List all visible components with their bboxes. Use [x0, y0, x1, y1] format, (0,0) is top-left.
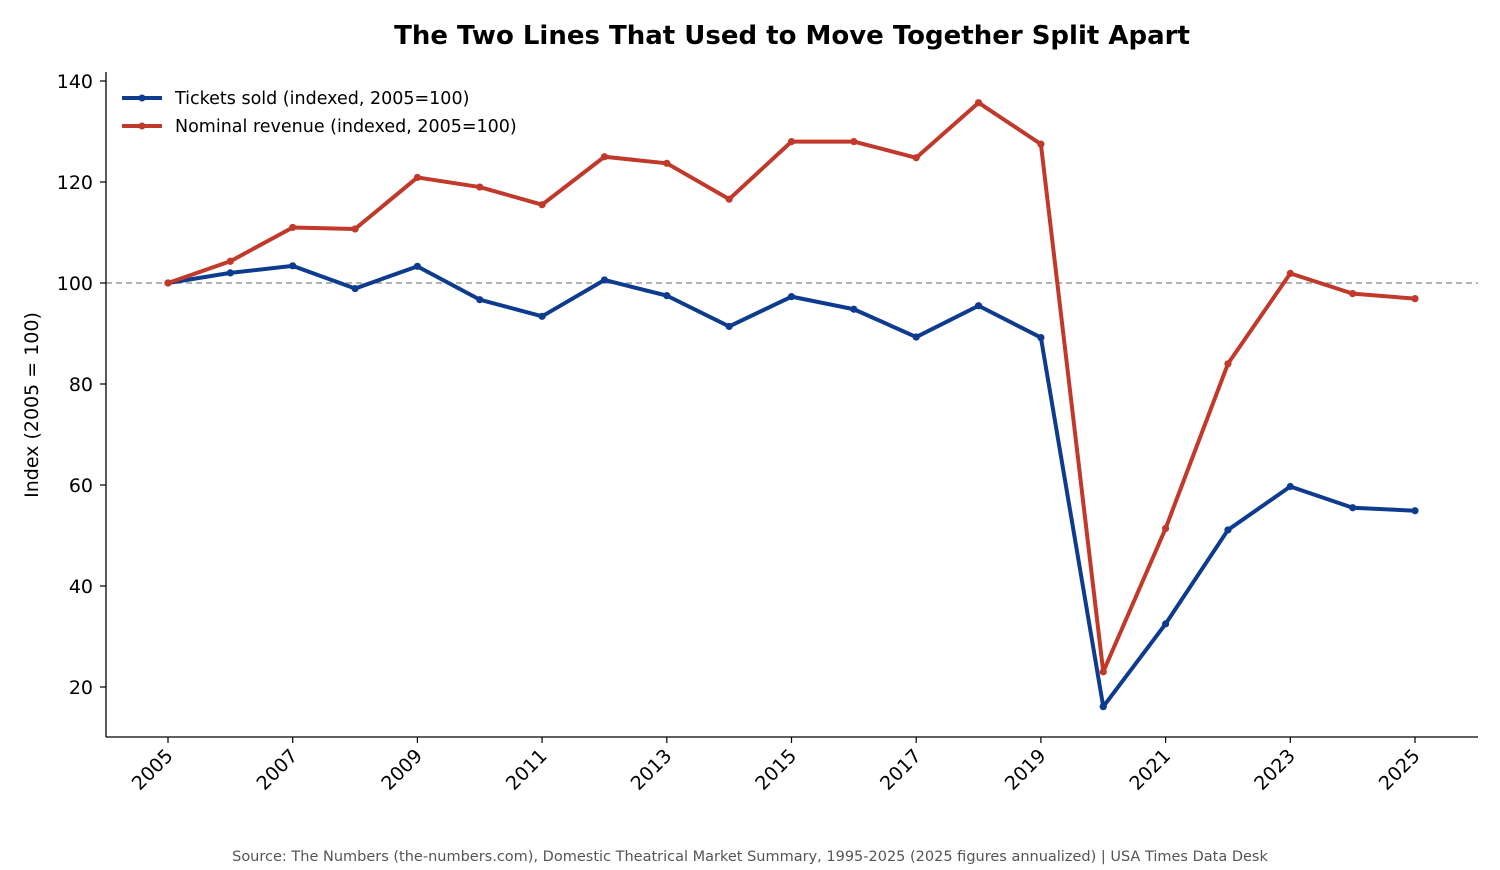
- y-tick-label: 80: [69, 374, 93, 396]
- data-point-revenue: [850, 138, 858, 146]
- data-point-tickets: [725, 322, 733, 331]
- data-point-tickets: [787, 293, 796, 301]
- series-line-tickets: [166, 263, 1417, 709]
- y-tick-label: 20: [69, 677, 93, 699]
- x-tick-label: 2023: [1250, 745, 1300, 795]
- legend-label-tickets: Tickets sold (indexed, 2005=100): [174, 89, 469, 109]
- data-point-revenue: [912, 154, 920, 162]
- data-point-tickets: [1162, 620, 1170, 628]
- data-point-revenue: [538, 201, 546, 209]
- x-tick-label: 2009: [377, 745, 427, 795]
- data-point-revenue: [1349, 290, 1357, 298]
- series-line-revenue: [166, 100, 1417, 674]
- data-point-tickets: [351, 284, 359, 293]
- x-tick-label: 2005: [128, 745, 178, 795]
- y-ticks: 20 40 60 80 100 120 140: [57, 71, 106, 699]
- data-point-tickets: [1286, 482, 1294, 491]
- x-tick-label: 2013: [627, 745, 677, 795]
- data-point-tickets: [1349, 504, 1357, 512]
- y-tick-label: 120: [57, 172, 93, 194]
- legend-marker-revenue: [138, 122, 146, 130]
- data-point-tickets: [1037, 333, 1045, 342]
- data-point-revenue: [164, 279, 172, 287]
- y-tick-label: 40: [69, 576, 93, 598]
- y-tick-label: 140: [57, 71, 93, 93]
- legend-label-revenue: Nominal revenue (indexed, 2005=100): [175, 117, 517, 137]
- x-tick-label: 2025: [1375, 745, 1425, 795]
- y-axis-label: Index (2005 = 100): [21, 312, 43, 498]
- data-point-tickets: [1411, 507, 1419, 515]
- data-point-tickets: [912, 333, 920, 341]
- data-point-revenue: [1224, 360, 1232, 368]
- data-point-revenue: [1037, 140, 1045, 148]
- x-tick-label: 2007: [252, 745, 302, 795]
- data-point-tickets: [289, 262, 297, 270]
- data-point-revenue: [787, 138, 796, 146]
- x-tick-label: 2015: [751, 745, 801, 795]
- data-point-revenue: [600, 153, 609, 161]
- data-point-tickets: [226, 269, 234, 277]
- data-point-revenue: [226, 257, 234, 265]
- data-point-tickets: [1224, 526, 1232, 534]
- data-point-tickets: [663, 292, 671, 300]
- x-tick-label: 2021: [1125, 745, 1175, 795]
- data-point-revenue: [476, 183, 484, 191]
- data-point-tickets: [600, 276, 609, 284]
- data-point-revenue: [663, 159, 671, 167]
- data-point-tickets: [538, 312, 546, 320]
- data-point-revenue: [1286, 269, 1294, 278]
- data-point-tickets: [974, 302, 983, 310]
- x-ticks: 2005 2007 2009 2011 2013 2015 2017 2019 2021 2023…: [128, 737, 1425, 795]
- data-point-revenue: [1411, 295, 1419, 303]
- data-point-revenue: [974, 99, 983, 107]
- data-point-revenue: [413, 173, 421, 182]
- x-tick-label: 2017: [876, 745, 926, 795]
- legend-marker-tickets: [138, 94, 146, 102]
- data-point-revenue: [1162, 524, 1170, 533]
- data-point-revenue: [289, 223, 297, 232]
- data-point-tickets: [476, 296, 484, 304]
- data-point-revenue: [351, 225, 359, 233]
- data-point-tickets: [1099, 703, 1107, 711]
- data-point-revenue: [1099, 668, 1107, 676]
- data-point-revenue: [725, 195, 733, 203]
- source-note: Source: The Numbers (the-numbers.com), D…: [232, 849, 1268, 865]
- y-tick-label: 100: [57, 273, 93, 295]
- chart-title: The Two Lines That Used to Move Together…: [394, 21, 1190, 51]
- data-point-tickets: [413, 262, 421, 270]
- legend: Tickets sold (indexed, 2005=100) Nominal…: [122, 89, 517, 137]
- data-point-tickets: [850, 305, 858, 313]
- x-tick-label: 2011: [502, 745, 552, 795]
- x-tick-label: 2019: [1001, 745, 1051, 795]
- series-lines: [164, 99, 1419, 711]
- y-tick-label: 60: [69, 475, 93, 497]
